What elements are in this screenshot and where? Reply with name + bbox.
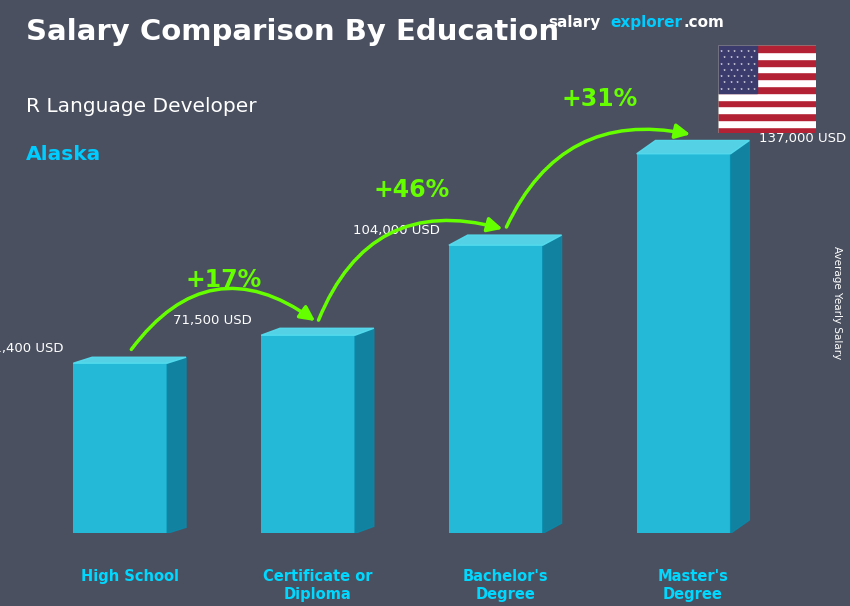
Bar bbox=[718, 45, 816, 52]
Text: ★: ★ bbox=[734, 61, 736, 65]
Text: ★: ★ bbox=[743, 68, 746, 72]
Text: 137,000 USD: 137,000 USD bbox=[759, 133, 846, 145]
Text: ★: ★ bbox=[736, 81, 740, 84]
Bar bbox=[718, 86, 816, 93]
FancyBboxPatch shape bbox=[73, 363, 167, 533]
Text: ★: ★ bbox=[722, 55, 726, 59]
Text: ★: ★ bbox=[743, 55, 746, 59]
Text: ★: ★ bbox=[740, 61, 743, 65]
Text: Bachelor's
Degree: Bachelor's Degree bbox=[462, 569, 548, 602]
Text: ★: ★ bbox=[734, 74, 736, 78]
Bar bbox=[718, 99, 816, 106]
Text: ★: ★ bbox=[722, 81, 726, 84]
Text: .com: .com bbox=[683, 15, 724, 30]
FancyBboxPatch shape bbox=[449, 245, 543, 533]
Text: ★: ★ bbox=[727, 49, 729, 53]
Polygon shape bbox=[543, 235, 562, 533]
Polygon shape bbox=[637, 141, 750, 154]
Text: Certificate or
Diploma: Certificate or Diploma bbox=[263, 569, 372, 602]
Text: ★: ★ bbox=[729, 81, 733, 84]
Bar bbox=[718, 120, 816, 127]
Bar bbox=[718, 127, 816, 133]
Text: High School: High School bbox=[81, 569, 178, 584]
Text: ★: ★ bbox=[743, 81, 746, 84]
Text: ★: ★ bbox=[729, 55, 733, 59]
Text: ★: ★ bbox=[736, 68, 740, 72]
Text: Salary Comparison By Education: Salary Comparison By Education bbox=[26, 18, 558, 46]
Bar bbox=[718, 113, 816, 120]
Text: Master's
Degree: Master's Degree bbox=[658, 569, 728, 602]
Text: ★: ★ bbox=[727, 74, 729, 78]
Text: ★: ★ bbox=[740, 49, 743, 53]
Text: ★: ★ bbox=[740, 87, 743, 91]
Text: +31%: +31% bbox=[561, 87, 638, 111]
Bar bbox=[718, 93, 816, 99]
Bar bbox=[718, 65, 816, 73]
Polygon shape bbox=[73, 357, 186, 363]
Text: 71,500 USD: 71,500 USD bbox=[173, 314, 252, 327]
Polygon shape bbox=[167, 357, 186, 533]
Text: Alaska: Alaska bbox=[26, 145, 101, 164]
Bar bbox=[718, 59, 816, 65]
FancyBboxPatch shape bbox=[261, 335, 355, 533]
Text: ★: ★ bbox=[722, 68, 726, 72]
Text: ★: ★ bbox=[727, 87, 729, 91]
Text: ★: ★ bbox=[753, 61, 756, 65]
Text: ★: ★ bbox=[720, 74, 723, 78]
Text: salary: salary bbox=[548, 15, 601, 30]
Text: ★: ★ bbox=[734, 87, 736, 91]
Text: ★: ★ bbox=[753, 87, 756, 91]
Polygon shape bbox=[449, 235, 562, 245]
Text: explorer: explorer bbox=[610, 15, 683, 30]
Text: ★: ★ bbox=[753, 74, 756, 78]
Polygon shape bbox=[355, 328, 374, 533]
Text: R Language Developer: R Language Developer bbox=[26, 97, 256, 116]
Text: ★: ★ bbox=[750, 81, 752, 84]
Bar bbox=[718, 106, 816, 113]
Text: ★: ★ bbox=[753, 49, 756, 53]
Text: ★: ★ bbox=[720, 61, 723, 65]
Text: +17%: +17% bbox=[185, 268, 262, 292]
Text: ★: ★ bbox=[727, 61, 729, 65]
Text: ★: ★ bbox=[734, 49, 736, 53]
Bar bbox=[718, 73, 816, 79]
FancyBboxPatch shape bbox=[637, 154, 731, 533]
Text: ★: ★ bbox=[746, 87, 750, 91]
Text: 104,000 USD: 104,000 USD bbox=[353, 224, 439, 237]
Polygon shape bbox=[731, 141, 750, 533]
Text: ★: ★ bbox=[720, 49, 723, 53]
Text: ★: ★ bbox=[746, 49, 750, 53]
Bar bbox=[718, 45, 757, 93]
Text: ★: ★ bbox=[746, 61, 750, 65]
Text: ★: ★ bbox=[750, 68, 752, 72]
Text: Average Yearly Salary: Average Yearly Salary bbox=[832, 247, 842, 359]
Text: ★: ★ bbox=[750, 55, 752, 59]
Text: ★: ★ bbox=[729, 68, 733, 72]
Polygon shape bbox=[261, 328, 374, 335]
Text: +46%: +46% bbox=[373, 178, 450, 202]
Text: ★: ★ bbox=[746, 74, 750, 78]
Bar bbox=[718, 52, 816, 59]
Text: ★: ★ bbox=[720, 87, 723, 91]
Text: ★: ★ bbox=[740, 74, 743, 78]
Text: 61,400 USD: 61,400 USD bbox=[0, 342, 64, 355]
Bar bbox=[718, 79, 816, 86]
Text: ★: ★ bbox=[736, 55, 740, 59]
